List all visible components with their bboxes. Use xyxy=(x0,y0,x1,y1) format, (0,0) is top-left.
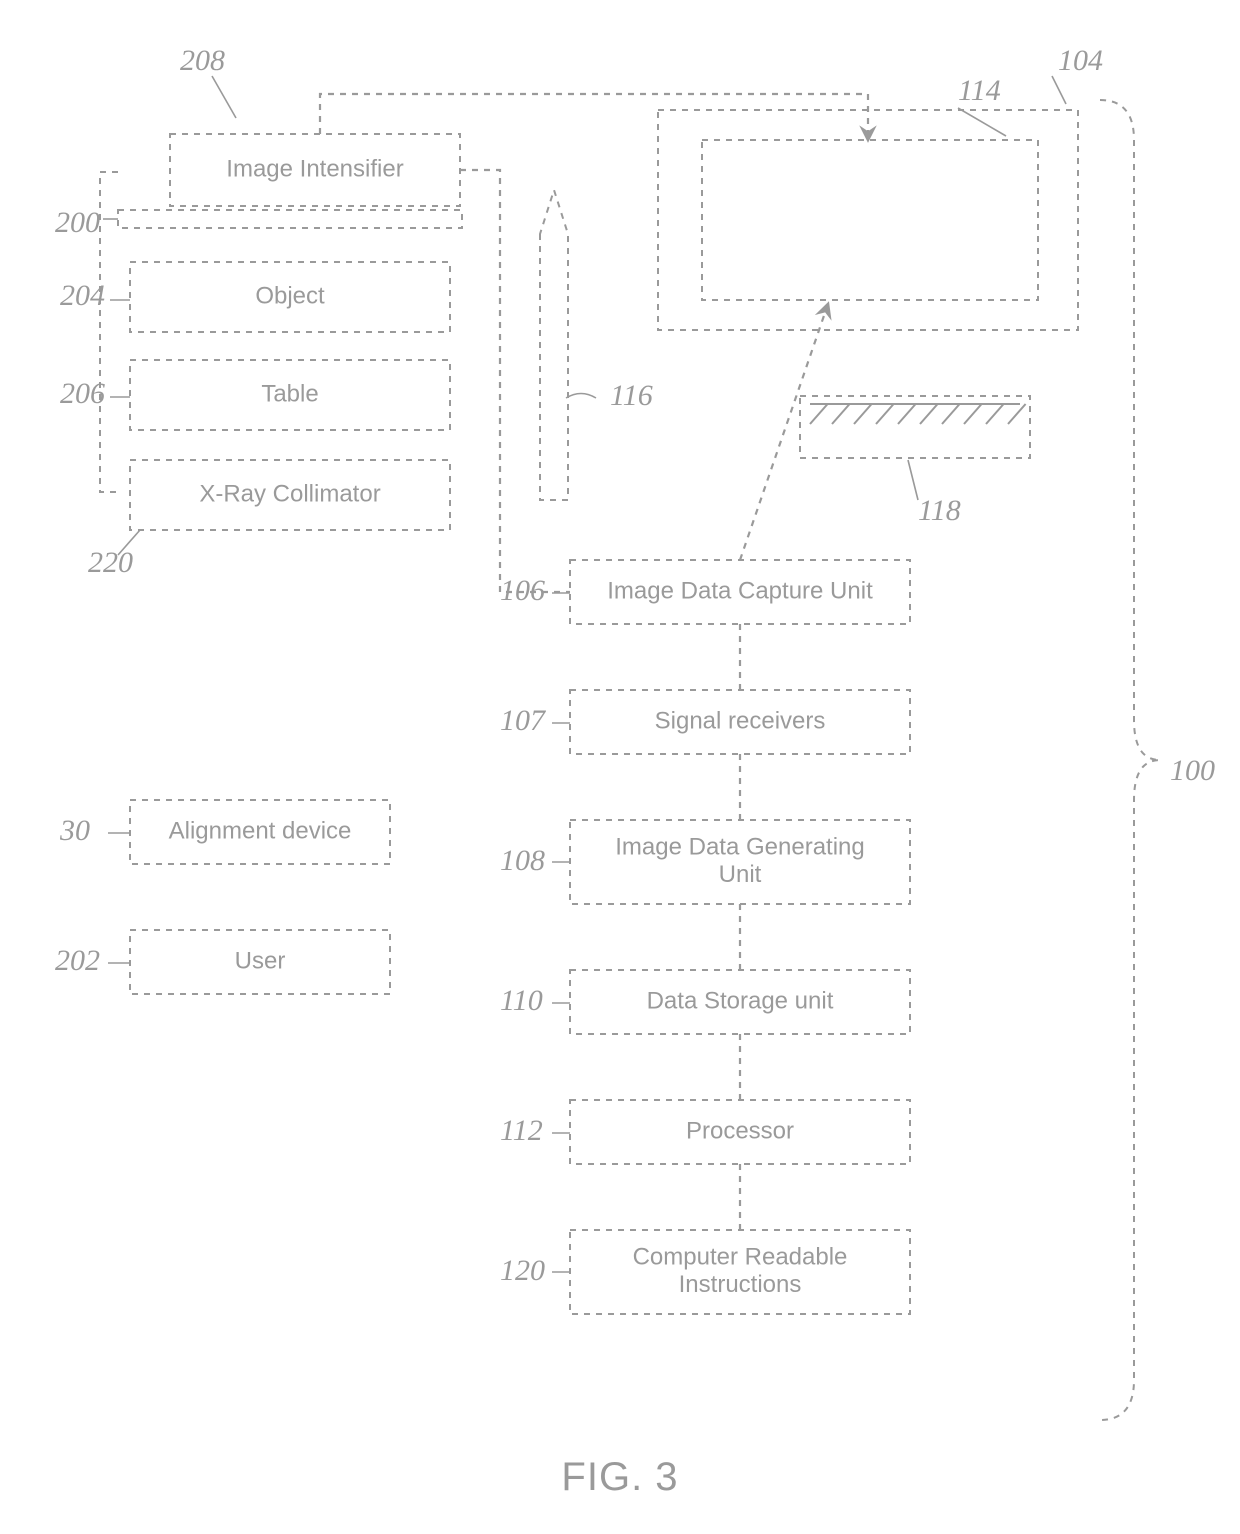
ref-table: 206 xyxy=(60,377,105,410)
c-arm-frame xyxy=(100,172,118,492)
box-image_data_gen-label: Unit xyxy=(719,861,762,888)
ref-data_storage: 110 xyxy=(500,984,543,1017)
leader-image_intensifier xyxy=(212,76,236,118)
box-xray_collimator: X-Ray Collimator 220 xyxy=(88,460,450,579)
leader-keyboard xyxy=(908,460,918,500)
box-sensor_thin: 200 xyxy=(55,206,462,239)
box-instructions-label: Instructions xyxy=(679,1271,802,1298)
stylus-icon: 116 xyxy=(540,190,653,500)
box-display_inner: 114 xyxy=(702,74,1038,300)
ref-sensor_thin: 200 xyxy=(55,206,100,239)
box-data_storage-label: Data Storage unit xyxy=(647,987,834,1014)
box-keyboard: 118 xyxy=(800,396,1030,527)
ref-signal_receivers: 107 xyxy=(500,704,547,737)
box-user-label: User xyxy=(235,947,286,974)
figure-caption: FIG. 3 xyxy=(561,1455,678,1499)
box-alignment_device-label: Alignment device xyxy=(169,817,352,844)
box-table-label: Table xyxy=(261,380,318,407)
ref-stylus: 116 xyxy=(610,379,653,412)
ref-display_outer: 104 xyxy=(1058,44,1103,77)
ref-alignment_device: 30 xyxy=(59,814,90,847)
box-object-label: Object xyxy=(255,282,325,309)
box-data_storage: Data Storage unit 110 xyxy=(500,970,910,1034)
box-processor: Processor 112 xyxy=(500,1100,910,1164)
leader-display_outer xyxy=(1052,76,1066,104)
box-image_data_gen-label: Image Data Generating xyxy=(615,834,864,861)
box-image_intensifier: Image Intensifier 208 xyxy=(170,44,460,206)
box-signal_receivers-label: Signal receivers xyxy=(655,707,826,734)
box-instructions: Computer ReadableInstructions 120 xyxy=(500,1230,910,1314)
box-processor-label: Processor xyxy=(686,1117,794,1144)
box-table: Table 206 xyxy=(60,360,450,430)
box-alignment_device: Alignment device 30 xyxy=(59,800,390,864)
ref-processor: 112 xyxy=(500,1114,543,1147)
box-signal_receivers: Signal receivers 107 xyxy=(500,690,910,754)
system-brace xyxy=(1100,100,1160,1420)
box-image_data_gen: Image Data GeneratingUnit 108 xyxy=(500,820,910,904)
ref-object: 204 xyxy=(60,279,105,312)
diagram-canvas: Image Intensifier 208 200 Object 204 Table 206… xyxy=(0,0,1240,1534)
box-user: User 202 xyxy=(55,930,390,994)
box-object: Object 204 xyxy=(60,262,450,332)
ref-image_intensifier: 208 xyxy=(180,44,225,77)
ref-keyboard: 118 xyxy=(918,494,961,527)
ref-display_inner: 114 xyxy=(958,74,1001,107)
ref-image_data_capture: 106 xyxy=(500,574,545,607)
ref-image_data_gen: 108 xyxy=(500,844,545,877)
box-image_data_capture-label: Image Data Capture Unit xyxy=(607,577,873,604)
ref-instructions: 120 xyxy=(500,1254,545,1287)
box-xray_collimator-label: X-Ray Collimator xyxy=(199,480,380,507)
box-image_data_capture: Image Data Capture Unit 106 xyxy=(500,560,910,624)
box-image_intensifier-label: Image Intensifier xyxy=(226,155,403,182)
ref-system: 100 xyxy=(1170,754,1215,787)
box-instructions-label: Computer Readable xyxy=(633,1244,848,1271)
ref-xray_collimator: 220 xyxy=(88,546,133,579)
leader-stylus xyxy=(566,394,596,399)
ref-user: 202 xyxy=(55,944,100,977)
